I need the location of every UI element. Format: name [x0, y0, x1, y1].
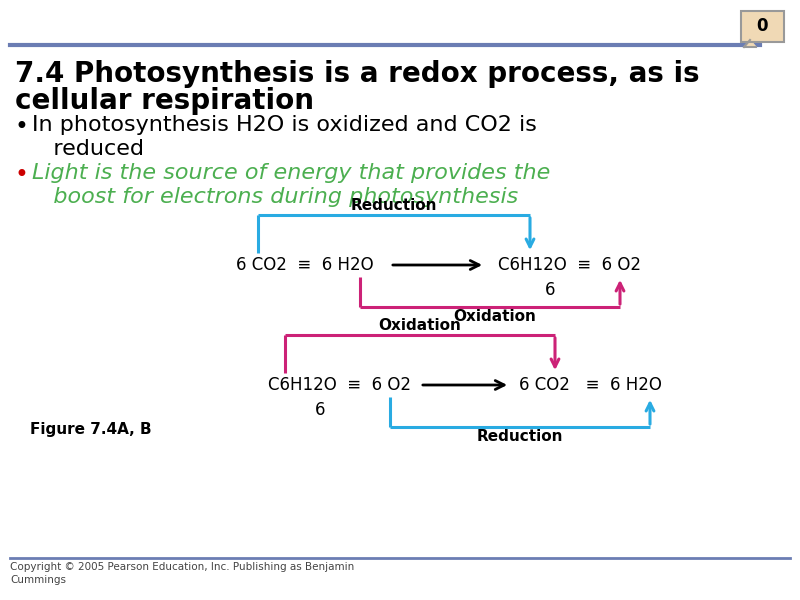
- Text: Copyright © 2005 Pearson Education, Inc. Publishing as Benjamin: Copyright © 2005 Pearson Education, Inc.…: [10, 562, 354, 572]
- Text: 6 CO2  ≡  6 H2O: 6 CO2 ≡ 6 H2O: [236, 256, 374, 274]
- Text: 6: 6: [545, 281, 555, 299]
- Text: C6H12O  ≡  6 O2: C6H12O ≡ 6 O2: [269, 376, 411, 394]
- Text: 6: 6: [314, 401, 326, 419]
- Text: 7.4 Photosynthesis is a redox process, as is: 7.4 Photosynthesis is a redox process, a…: [15, 60, 700, 88]
- FancyBboxPatch shape: [741, 10, 783, 41]
- Text: Oxidation: Oxidation: [454, 309, 537, 324]
- Text: C6H12O  ≡  6 O2: C6H12O ≡ 6 O2: [498, 256, 642, 274]
- Text: Oxidation: Oxidation: [378, 318, 462, 333]
- Text: Light is the source of energy that provides the: Light is the source of energy that provi…: [32, 163, 550, 183]
- Text: 6 CO2   ≡  6 H2O: 6 CO2 ≡ 6 H2O: [518, 376, 662, 394]
- Text: 0: 0: [756, 17, 768, 35]
- Text: Cummings: Cummings: [10, 575, 66, 585]
- Text: reduced: reduced: [32, 139, 144, 159]
- Text: •: •: [15, 163, 29, 187]
- Text: Reduction: Reduction: [477, 429, 563, 444]
- Text: •: •: [15, 115, 29, 139]
- Text: cellular respiration: cellular respiration: [15, 87, 314, 115]
- Polygon shape: [744, 40, 756, 47]
- Text: In photosynthesis H2O is oxidized and CO2 is: In photosynthesis H2O is oxidized and CO…: [32, 115, 537, 135]
- Text: Figure 7.4A, B: Figure 7.4A, B: [30, 422, 152, 437]
- Text: Reduction: Reduction: [350, 198, 438, 213]
- Text: boost for electrons during photosynthesis: boost for electrons during photosynthesi…: [32, 187, 518, 207]
